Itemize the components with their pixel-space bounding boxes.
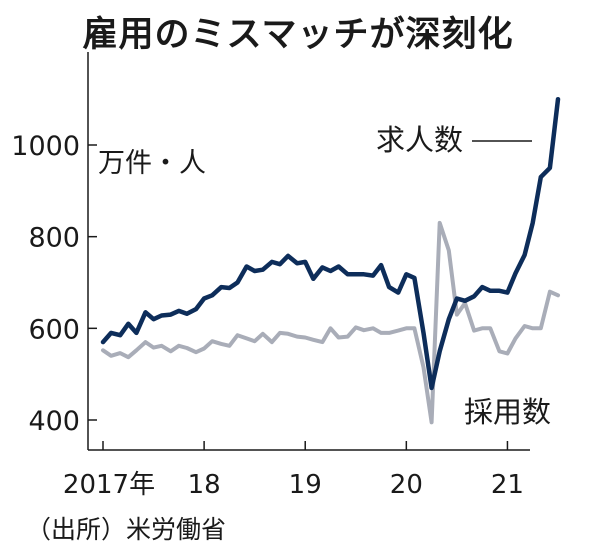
- series-line-job-openings: [100, 96, 561, 391]
- series-line-hires: [101, 220, 560, 425]
- y-tick-label: 1000: [11, 131, 80, 162]
- y-tick-label: 600: [28, 314, 80, 345]
- y-tick-label: 800: [28, 223, 80, 254]
- x-tick-label: 20: [390, 470, 423, 500]
- x-tick-label: 19: [289, 470, 322, 500]
- y-tick-label: 400: [28, 406, 80, 437]
- unit-label: 万件・人: [98, 148, 206, 179]
- series-label-job-openings: 求人数: [376, 123, 463, 157]
- series-label-hires: 採用数: [464, 395, 551, 429]
- chart-title: 雇用のミスマッチが深刻化: [82, 15, 514, 55]
- x-tick-label: 2017年: [63, 470, 155, 500]
- x-tick-label: 18: [188, 470, 221, 500]
- x-tick-label: 21: [491, 470, 524, 500]
- source-note: （出所）米労働省: [26, 515, 227, 544]
